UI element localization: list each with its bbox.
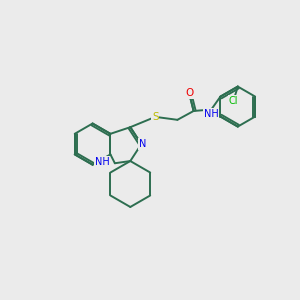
Text: O: O (185, 88, 193, 98)
Text: Cl: Cl (229, 96, 238, 106)
Text: N: N (139, 139, 146, 149)
Text: S: S (152, 112, 159, 122)
Text: NH: NH (204, 109, 219, 119)
Text: NH: NH (95, 157, 110, 167)
